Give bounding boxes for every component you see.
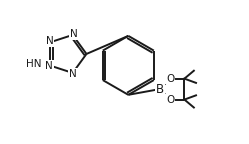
Text: O: O xyxy=(166,95,174,105)
Text: N: N xyxy=(70,29,78,39)
Text: N: N xyxy=(69,69,77,79)
Text: B: B xyxy=(156,83,164,96)
Text: O: O xyxy=(166,74,174,84)
Text: N: N xyxy=(46,36,53,46)
Text: N: N xyxy=(45,61,53,71)
Text: HN: HN xyxy=(26,59,42,69)
